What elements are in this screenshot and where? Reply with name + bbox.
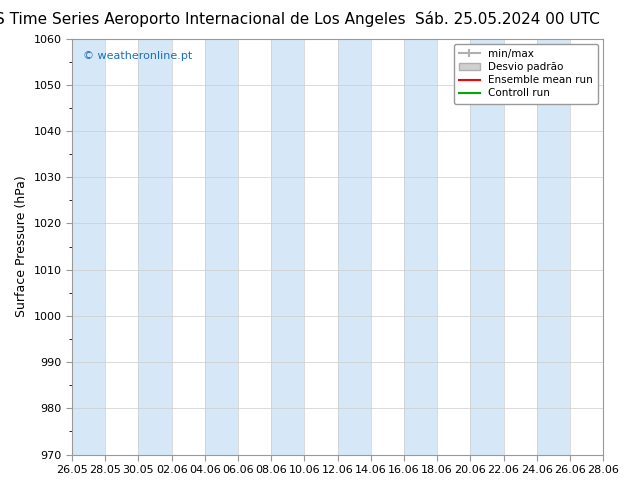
Text: Sáb. 25.05.2024 00 UTC: Sáb. 25.05.2024 00 UTC	[415, 12, 600, 27]
Bar	[72, 39, 105, 455]
Legend: min/max, Desvio padrão, Ensemble mean run, Controll run: min/max, Desvio padrão, Ensemble mean ru…	[453, 44, 598, 103]
Bar	[470, 39, 503, 455]
Bar	[537, 39, 570, 455]
Bar	[205, 39, 238, 455]
Y-axis label: Surface Pressure (hPa): Surface Pressure (hPa)	[15, 176, 28, 318]
Text: © weatheronline.pt: © weatheronline.pt	[82, 51, 192, 61]
Text: ENS Time Series Aeroporto Internacional de Los Angeles: ENS Time Series Aeroporto Internacional …	[0, 12, 406, 27]
Bar	[138, 39, 172, 455]
Bar	[271, 39, 304, 455]
Bar	[337, 39, 371, 455]
Bar	[404, 39, 437, 455]
